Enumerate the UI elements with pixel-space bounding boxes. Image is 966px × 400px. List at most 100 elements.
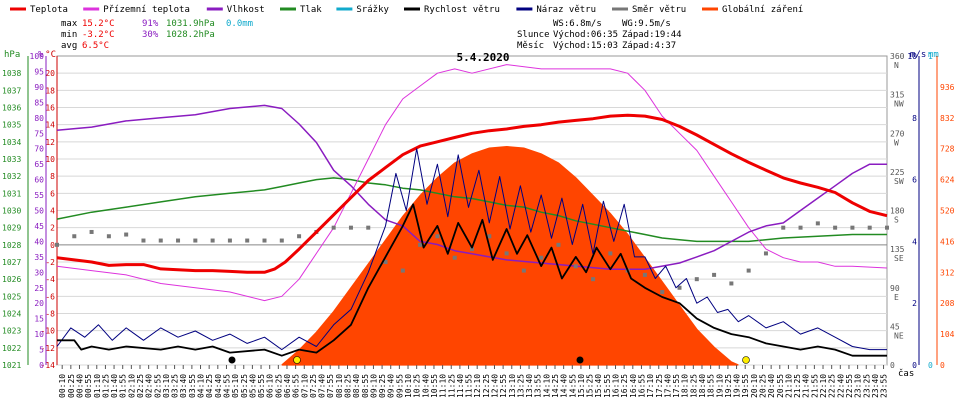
sunset: Západ:19:44 xyxy=(622,30,682,40)
x-tick-label: 02:10 xyxy=(127,374,136,398)
stat-min-temp: -3.2°C xyxy=(82,30,115,40)
x-tick-label: 06:40 xyxy=(283,374,292,398)
wind-tick: 6 xyxy=(912,176,917,185)
direction-point-1 xyxy=(72,234,77,239)
wind-tick: 0 xyxy=(912,361,917,370)
dir-tick: 360 xyxy=(890,52,905,61)
chart-date-title: 5.4.2020 xyxy=(457,51,510,64)
dir-tick: 225 xyxy=(890,168,905,177)
x-tick-label: 09:10 xyxy=(369,374,378,398)
press-tick: 1038 xyxy=(2,69,21,78)
series-rychlost-v-tru xyxy=(57,203,887,357)
wind-speed-info: WS:6.8m/s xyxy=(553,19,602,29)
dir-tick: 270 xyxy=(890,129,905,138)
direction-point-46 xyxy=(850,225,855,230)
rain-unit: mm xyxy=(928,50,939,60)
x-tick-label: 00:55 xyxy=(84,374,93,398)
direction-point-35 xyxy=(660,290,665,295)
x-tick-label: 16:55 xyxy=(637,374,646,398)
x-tick-label: 02:25 xyxy=(136,374,145,398)
series xyxy=(55,64,889,366)
x-tick-label: 08:40 xyxy=(352,374,361,398)
x-tick-label: 16:25 xyxy=(620,374,629,398)
legend-label-5: Rychlost větru xyxy=(424,5,500,15)
time-axis-label: čas xyxy=(898,368,914,379)
x-tick-label: 20:10 xyxy=(750,374,759,398)
direction-point-27 xyxy=(521,268,526,273)
x-tick-label: 08:10 xyxy=(335,374,344,398)
dir-tick-name: SE xyxy=(894,254,904,263)
direction-point-30 xyxy=(573,264,578,269)
temp-tick: 2 xyxy=(50,224,55,233)
dir-tick-name: N xyxy=(894,61,899,70)
x-tick-label: 10:55 xyxy=(430,374,439,398)
direction-point-10 xyxy=(227,238,232,243)
wind-gust-info: WG:9.5m/s xyxy=(622,19,671,29)
x-tick-label: 05:55 xyxy=(257,374,266,398)
legend-label-1: Přízemní teplota xyxy=(103,5,190,15)
press-tick: 1026 xyxy=(2,275,21,284)
rad-tick: 728 xyxy=(940,145,955,154)
stat-min-press: 1028.2hPa xyxy=(166,30,215,40)
x-tick-label: 17:55 xyxy=(672,374,681,398)
x-tick-label: 06:10 xyxy=(266,374,275,398)
direction-point-45 xyxy=(833,225,838,230)
x-tick-label: 20:40 xyxy=(767,374,776,398)
press-tick: 1037 xyxy=(2,86,21,95)
rain-tick: 0 xyxy=(928,361,933,370)
x-tick-label: 14:10 xyxy=(542,374,551,398)
sunset-marker xyxy=(742,356,750,364)
temp-tick: 16 xyxy=(45,104,55,113)
stat-max-hum: 91% xyxy=(142,19,159,29)
direction-point-6 xyxy=(158,238,163,243)
direction-point-47 xyxy=(867,225,872,230)
rad-tick: 312 xyxy=(940,268,955,277)
direction-point-22 xyxy=(435,234,440,239)
rain-tick: 1 xyxy=(928,52,933,61)
wind-tick: 10 xyxy=(907,52,917,61)
press-tick: 1021 xyxy=(2,361,21,370)
legend-label-7: Směr větru xyxy=(632,5,686,15)
x-tick-label: 17:40 xyxy=(663,374,672,398)
x-tick-label: 11:25 xyxy=(447,374,456,398)
direction-point-7 xyxy=(176,238,181,243)
x-tick-label: 22:25 xyxy=(828,374,837,398)
x-tick-label: 20:25 xyxy=(759,374,768,398)
temp-unit: °C xyxy=(45,50,56,60)
x-tick-label: 14:40 xyxy=(560,374,569,398)
moon-label: Měsíc xyxy=(517,41,544,51)
press-unit: hPa xyxy=(4,50,20,60)
direction-point-38 xyxy=(712,272,717,277)
hum-tick: 5 xyxy=(39,346,44,355)
x-tick-label: 15:40 xyxy=(594,374,603,398)
series-teplota xyxy=(56,113,888,274)
direction-point-9 xyxy=(210,238,215,243)
stat-min-label: min xyxy=(61,30,77,40)
hum-tick: 65 xyxy=(34,160,44,169)
hum-tick: 100 xyxy=(30,52,45,61)
x-tick-label: 13:40 xyxy=(525,374,534,398)
x-tick-label: 06:25 xyxy=(274,374,283,398)
sunrise: Východ:06:35 xyxy=(553,30,618,40)
direction-point-4 xyxy=(124,232,129,237)
x-tick-label: 11:10 xyxy=(439,374,448,398)
x-tick-label: 12:10 xyxy=(473,374,482,398)
stat-avg-label: avg xyxy=(61,41,77,51)
temp-tick: 0 xyxy=(50,241,55,250)
dir-tick-name: W xyxy=(894,138,899,147)
x-tick-label: 16:10 xyxy=(612,374,621,398)
rad-tick: 416 xyxy=(940,237,955,246)
direction-point-17 xyxy=(348,225,353,230)
press-tick: 1022 xyxy=(2,344,21,353)
temp-tick: 18 xyxy=(45,86,55,95)
sun-label: Slunce xyxy=(517,30,550,40)
temp-tick: 14 xyxy=(45,121,55,130)
dir-tick-name: SW xyxy=(894,177,904,186)
x-tick-label: 21:40 xyxy=(802,374,811,398)
press-tick: 1027 xyxy=(2,258,21,267)
x-tick-label: 11:55 xyxy=(465,374,474,398)
direction-point-34 xyxy=(642,272,647,277)
x-tick-label: 04:25 xyxy=(205,374,214,398)
direction-point-25 xyxy=(487,234,492,239)
direction-point-8 xyxy=(193,238,198,243)
